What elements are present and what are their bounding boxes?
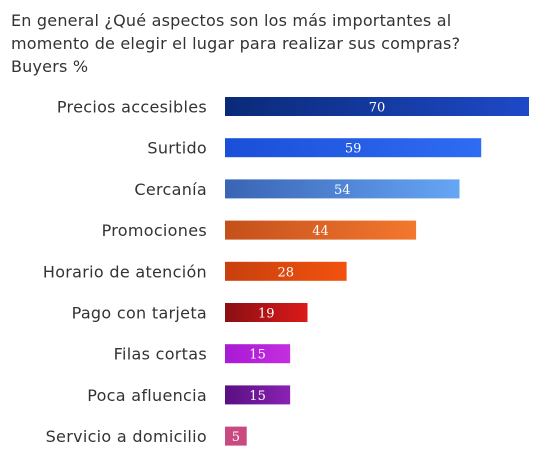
bar-value-label: 5 (232, 430, 240, 445)
category-label: Horario de atención (43, 262, 207, 281)
category-label: Poca afluencia (87, 386, 207, 405)
bar (225, 426, 247, 446)
chart-title: En general ¿Qué aspectos son los más imp… (11, 9, 536, 78)
category-label: Promociones (102, 221, 207, 240)
chart-title-line-1: En general ¿Qué aspectos son los más imp… (11, 11, 452, 30)
chart-title-line-3: Buyers % (11, 57, 89, 76)
category-label: Cercanía (134, 180, 207, 199)
category-label: Pago con tarjeta (72, 304, 207, 323)
bar-value-label: 44 (312, 224, 329, 239)
bar-value-label: 70 (369, 101, 386, 116)
bar (225, 344, 291, 364)
bar (225, 138, 482, 158)
bar-value-label: 15 (249, 389, 266, 404)
category-label: Precios accesibles (57, 98, 207, 117)
bar (225, 179, 460, 199)
category-label: Servicio a domicilio (46, 427, 207, 446)
bar (225, 385, 291, 405)
bar-value-label: 28 (278, 265, 295, 280)
bar (225, 261, 347, 281)
category-label: Surtido (147, 139, 207, 158)
bar (225, 97, 529, 116)
bar-value-label: 59 (345, 142, 362, 157)
bar (225, 220, 417, 240)
bar (225, 303, 308, 322)
category-label: Filas cortas (114, 345, 207, 364)
bar-value-label: 54 (334, 183, 351, 198)
chart-title-line-2: momento de elegir el lugar para realizar… (11, 34, 461, 53)
bar-value-label: 19 (258, 307, 275, 322)
bar-value-label: 15 (249, 348, 266, 363)
